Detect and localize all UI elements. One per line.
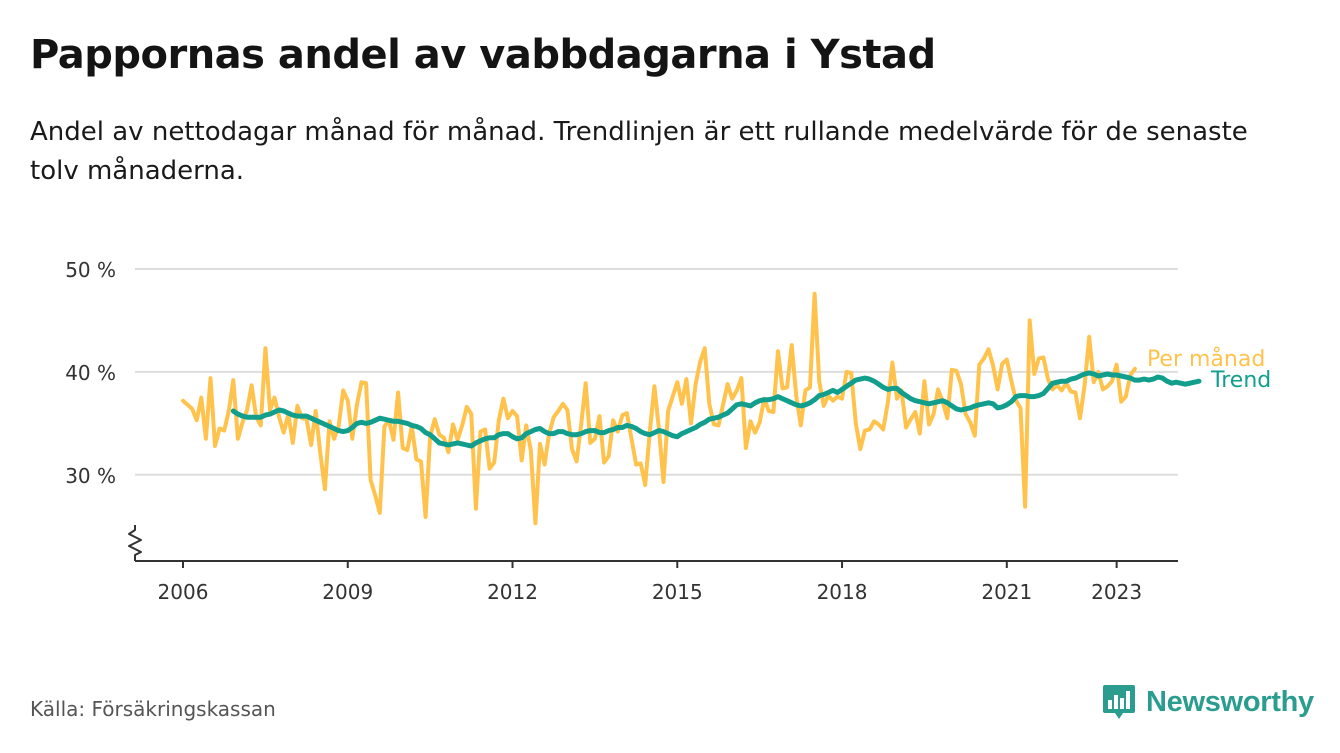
grid-lines [135, 268, 1178, 476]
series-lines [181, 291, 1202, 526]
x-axis-tick-labels: 2006 2009 2012 2015 2018 2021 2023 [158, 580, 1143, 604]
y-axis-break-icon [128, 525, 142, 561]
x-tick-label: 2015 [652, 580, 703, 604]
newsworthy-logo-icon [1103, 685, 1135, 719]
source-note: Källa: Försäkringskassan [30, 697, 276, 721]
y-tick-label: 30 % [65, 464, 116, 488]
series-line-trend [230, 370, 1202, 449]
x-tick-label: 2018 [817, 580, 868, 604]
x-tick-label: 2006 [158, 580, 209, 604]
series-line-monthly [181, 291, 1137, 526]
series-end-label-monthly: Per månad [1147, 346, 1265, 372]
chart-subtitle: Andel av nettodagar månad för månad. Tre… [30, 117, 1248, 186]
brand-name: Newsworthy [1146, 685, 1314, 718]
x-tick-label: 2023 [1091, 580, 1142, 604]
x-tick-label: 2012 [487, 580, 538, 604]
x-tick-label: 2021 [981, 580, 1032, 604]
x-tick-label: 2009 [322, 580, 373, 604]
y-tick-label: 50 % [65, 258, 116, 282]
x-axis [128, 525, 1178, 568]
y-tick-label: 40 % [65, 361, 116, 385]
chart-title: Pappornas andel av vabbdagarna i Ystad [30, 32, 936, 78]
newsworthy-brand[interactable]: Newsworthy [1102, 683, 1314, 721]
y-axis-tick-labels: 30 % 40 % 50 % [65, 258, 116, 488]
series-end-label-trend: Trend [1210, 368, 1271, 393]
